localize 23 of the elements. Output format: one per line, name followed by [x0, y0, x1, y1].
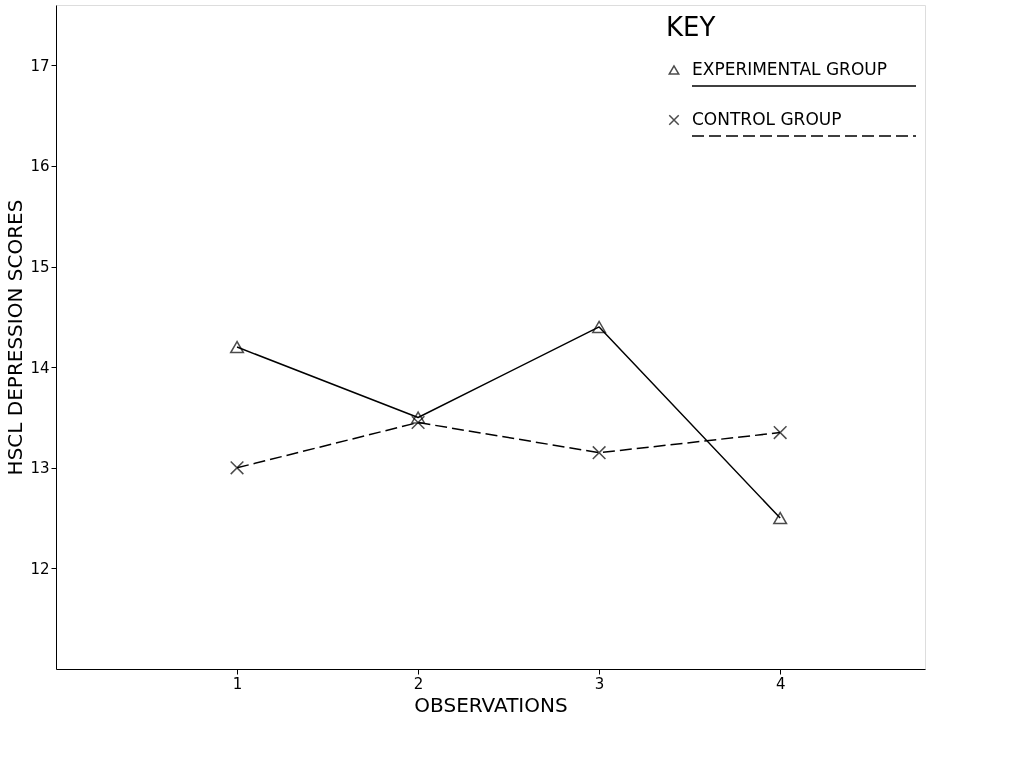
y-axis-title: HSCL DEPRESSION SCORES: [3, 199, 28, 476]
point: [773, 425, 788, 440]
point: [229, 460, 245, 475]
y-tick-label: 15: [30, 258, 50, 277]
x-tick-label: 4: [775, 674, 786, 693]
y-tick-label: 17: [30, 56, 50, 75]
legend-label: EXPERIMENTAL GROUP: [692, 59, 887, 79]
y-tick-label: 16: [30, 157, 50, 176]
y-tick-label: 12: [30, 559, 50, 578]
x-tick-label: 3: [594, 674, 605, 693]
point: [229, 340, 245, 354]
x-tick-label: 2: [413, 674, 424, 693]
x-axis-title: OBSERVATIONS: [414, 692, 568, 717]
point: [592, 320, 607, 334]
y-tick-label: 13: [30, 459, 50, 478]
point: [773, 511, 788, 525]
point: [411, 411, 426, 424]
y-tick-label: 14: [30, 358, 50, 377]
x-tick-label: 1: [232, 674, 243, 693]
point: [592, 445, 607, 460]
legend-label: CONTROL GROUP: [692, 109, 842, 129]
point: [411, 415, 426, 430]
legend-title: KEY: [666, 12, 716, 42]
